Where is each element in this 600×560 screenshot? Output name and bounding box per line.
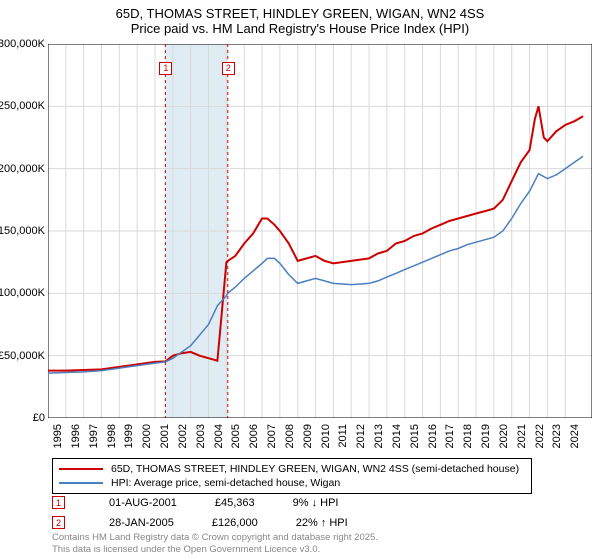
legend-swatch-hpi <box>59 482 103 484</box>
sale-row-1: 1 01-AUG-2001 £45,363 9% ↓ HPI <box>52 496 339 509</box>
x-tick-label: 2018 <box>462 424 474 448</box>
sale-delta-2: 22% ↑ HPI <box>296 517 348 529</box>
x-tick-label: 2022 <box>534 424 546 448</box>
legend-swatch-price-paid <box>59 468 103 470</box>
plot-marker-2: 2 <box>222 62 235 75</box>
legend: 65D, THOMAS STREET, HINDLEY GREEN, WIGAN… <box>52 458 532 494</box>
sale-row-2: 2 28-JAN-2005 £126,000 22% ↑ HPI <box>52 516 348 529</box>
sale-delta-1: 9% ↓ HPI <box>293 497 339 509</box>
y-tick-label: £0 <box>33 412 45 424</box>
y-tick-label: £200,000K <box>0 163 45 175</box>
sale-date-2: 28-JAN-2005 <box>109 517 174 529</box>
x-tick-label: 2017 <box>444 424 456 448</box>
x-tick-label: 2006 <box>248 424 260 448</box>
x-tick-label: 2021 <box>516 424 528 448</box>
plot-area <box>48 44 592 418</box>
y-tick-label: £100,000K <box>0 287 45 299</box>
x-tick-label: 2012 <box>355 424 367 448</box>
x-tick-label: 2013 <box>373 424 385 448</box>
y-tick-label: £150,000K <box>0 225 45 237</box>
legend-row-price-paid: 65D, THOMAS STREET, HINDLEY GREEN, WIGAN… <box>59 462 525 476</box>
x-tick-label: 2010 <box>320 424 332 448</box>
legend-label-price-paid: 65D, THOMAS STREET, HINDLEY GREEN, WIGAN… <box>111 463 519 475</box>
x-tick-label: 2001 <box>159 424 171 448</box>
x-tick-label: 2009 <box>302 424 314 448</box>
sale-price-1: £45,363 <box>215 497 255 509</box>
sale-price-2: £126,000 <box>212 517 258 529</box>
y-tick-label: £250,000K <box>0 100 45 112</box>
sale-marker-2: 2 <box>52 516 65 529</box>
sale-date-1: 01-AUG-2001 <box>109 497 177 509</box>
x-tick-label: 2014 <box>391 424 403 448</box>
x-tick-label: 2003 <box>195 424 207 448</box>
legend-row-hpi: HPI: Average price, semi-detached house,… <box>59 476 525 490</box>
x-tick-label: 2002 <box>177 424 189 448</box>
x-tick-label: 2005 <box>230 424 242 448</box>
chart-title-line1: 65D, THOMAS STREET, HINDLEY GREEN, WIGAN… <box>0 6 600 21</box>
footnote: Contains HM Land Registry data © Crown c… <box>52 532 378 556</box>
x-tick-label: 2016 <box>427 424 439 448</box>
chart-title-block: 65D, THOMAS STREET, HINDLEY GREEN, WIGAN… <box>0 0 600 38</box>
footnote-line1: Contains HM Land Registry data © Crown c… <box>52 532 378 544</box>
chart-container: 65D, THOMAS STREET, HINDLEY GREEN, WIGAN… <box>0 0 600 560</box>
chart-title-line2: Price paid vs. HM Land Registry's House … <box>0 21 600 36</box>
x-tick-label: 1997 <box>88 424 100 448</box>
x-tick-label: 2023 <box>551 424 563 448</box>
x-tick-label: 2020 <box>498 424 510 448</box>
footnote-line2: This data is licensed under the Open Gov… <box>52 544 378 556</box>
y-tick-label: £300,000K <box>0 38 45 50</box>
x-tick-label: 2008 <box>284 424 296 448</box>
legend-label-hpi: HPI: Average price, semi-detached house,… <box>111 477 340 489</box>
x-tick-label: 1998 <box>106 424 118 448</box>
x-tick-label: 2011 <box>337 424 349 448</box>
chart-svg <box>48 44 592 418</box>
x-tick-label: 2000 <box>141 424 153 448</box>
x-tick-label: 1996 <box>70 424 82 448</box>
x-tick-label: 2004 <box>213 424 225 448</box>
x-tick-label: 2007 <box>266 424 278 448</box>
x-tick-label: 2015 <box>409 424 421 448</box>
sale-marker-1: 1 <box>52 496 65 509</box>
x-tick-label: 1999 <box>123 424 135 448</box>
x-tick-label: 2024 <box>569 424 581 448</box>
y-tick-label: £50,000K <box>0 350 45 362</box>
x-tick-label: 2019 <box>480 424 492 448</box>
plot-marker-1: 1 <box>159 62 172 75</box>
x-tick-label: 1995 <box>52 424 64 448</box>
